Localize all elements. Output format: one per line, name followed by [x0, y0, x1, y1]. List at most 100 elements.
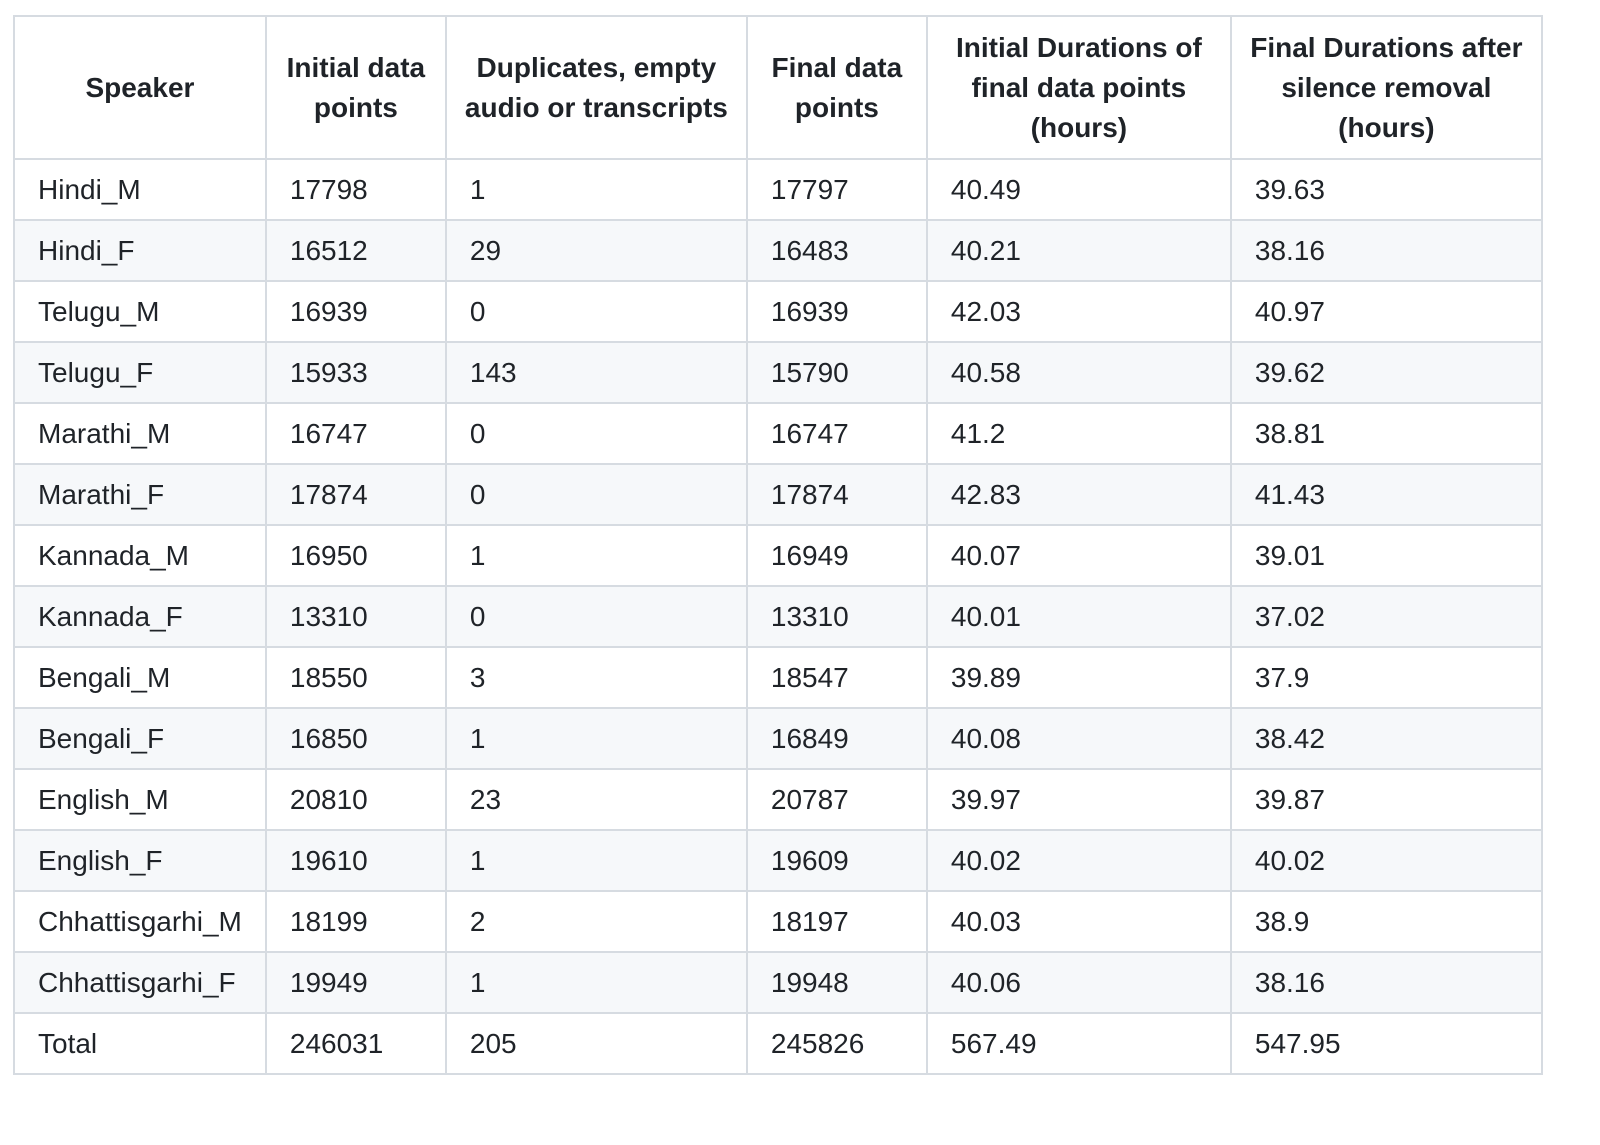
cell-duplicates: 23 — [444, 768, 748, 831]
cell-initial-durations: 40.49 — [925, 158, 1232, 221]
cell-duplicates: 2 — [444, 890, 748, 953]
table-row: Hindi_M 17798 1 17797 40.49 39.63 — [13, 158, 1543, 221]
table-row: Chhattisgarhi_F 19949 1 19948 40.06 38.16 — [13, 951, 1543, 1014]
cell-initial-durations: 40.58 — [925, 341, 1232, 404]
cell-speaker: Marathi_F — [13, 463, 267, 526]
cell-final-durations: 39.63 — [1229, 158, 1543, 221]
cell-initial-data-points: 18199 — [264, 890, 447, 953]
cell-speaker: Kannada_F — [13, 585, 267, 648]
header-final-data-points: Final data points — [745, 15, 928, 160]
cell-final-data-points: 19948 — [745, 951, 928, 1014]
cell-initial-data-points: 18550 — [264, 646, 447, 709]
cell-final-durations: 39.62 — [1229, 341, 1543, 404]
speaker-data-table: Speaker Initial data points Duplicates, … — [13, 15, 1543, 1075]
header-initial-data-points: Initial data points — [264, 15, 447, 160]
cell-speaker: Telugu_F — [13, 341, 267, 404]
cell-initial-durations: 40.02 — [925, 829, 1232, 892]
cell-final-data-points: 16747 — [745, 402, 928, 465]
cell-final-data-points: 15790 — [745, 341, 928, 404]
cell-initial-durations: 40.21 — [925, 219, 1232, 282]
cell-final-durations: 40.02 — [1229, 829, 1543, 892]
cell-initial-durations: 567.49 — [925, 1012, 1232, 1075]
cell-speaker: Marathi_M — [13, 402, 267, 465]
cell-final-durations: 38.9 — [1229, 890, 1543, 953]
table-row: English_F 19610 1 19609 40.02 40.02 — [13, 829, 1543, 892]
cell-initial-durations: 39.89 — [925, 646, 1232, 709]
cell-speaker: English_M — [13, 768, 267, 831]
cell-final-durations: 38.42 — [1229, 707, 1543, 770]
table-header: Speaker Initial data points Duplicates, … — [13, 15, 1543, 160]
cell-final-data-points: 18547 — [745, 646, 928, 709]
cell-final-durations: 39.01 — [1229, 524, 1543, 587]
cell-duplicates: 1 — [444, 158, 748, 221]
table-container: Speaker Initial data points Duplicates, … — [13, 15, 1543, 1075]
cell-speaker: Hindi_M — [13, 158, 267, 221]
cell-final-data-points: 20787 — [745, 768, 928, 831]
table-row: Telugu_F 15933 143 15790 40.58 39.62 — [13, 341, 1543, 404]
cell-final-data-points: 16949 — [745, 524, 928, 587]
cell-final-durations: 41.43 — [1229, 463, 1543, 526]
header-final-durations: Final Durations after silence removal (h… — [1229, 15, 1543, 160]
header-initial-durations: Initial Durations of final data points (… — [925, 15, 1232, 160]
table-row-total: Total 246031 205 245826 567.49 547.95 — [13, 1012, 1543, 1075]
cell-initial-durations: 39.97 — [925, 768, 1232, 831]
cell-final-data-points: 16483 — [745, 219, 928, 282]
cell-final-durations: 40.97 — [1229, 280, 1543, 343]
cell-initial-durations: 40.08 — [925, 707, 1232, 770]
cell-initial-durations: 40.07 — [925, 524, 1232, 587]
cell-final-durations: 39.87 — [1229, 768, 1543, 831]
cell-speaker: English_F — [13, 829, 267, 892]
cell-duplicates: 1 — [444, 829, 748, 892]
cell-duplicates: 1 — [444, 707, 748, 770]
cell-final-data-points: 245826 — [745, 1012, 928, 1075]
cell-final-data-points: 18197 — [745, 890, 928, 953]
cell-final-data-points: 17874 — [745, 463, 928, 526]
cell-duplicates: 0 — [444, 463, 748, 526]
table-body: Hindi_M 17798 1 17797 40.49 39.63 Hindi_F 16512… — [13, 158, 1543, 1075]
cell-duplicates: 0 — [444, 280, 748, 343]
cell-initial-data-points: 19610 — [264, 829, 447, 892]
header-speaker: Speaker — [13, 15, 267, 160]
table-row: Bengali_F 16850 1 16849 40.08 38.42 — [13, 707, 1543, 770]
cell-final-durations: 547.95 — [1229, 1012, 1543, 1075]
cell-duplicates: 0 — [444, 585, 748, 648]
table-row: Marathi_F 17874 0 17874 42.83 41.43 — [13, 463, 1543, 526]
cell-speaker: Kannada_M — [13, 524, 267, 587]
cell-initial-data-points: 16850 — [264, 707, 447, 770]
table-row: Marathi_M 16747 0 16747 41.2 38.81 — [13, 402, 1543, 465]
cell-initial-data-points: 16512 — [264, 219, 447, 282]
cell-speaker: Chhattisgarhi_F — [13, 951, 267, 1014]
table-row: Hindi_F 16512 29 16483 40.21 38.16 — [13, 219, 1543, 282]
table-row: Chhattisgarhi_M 18199 2 18197 40.03 38.9 — [13, 890, 1543, 953]
cell-duplicates: 1 — [444, 951, 748, 1014]
cell-initial-data-points: 246031 — [264, 1012, 447, 1075]
cell-initial-durations: 42.03 — [925, 280, 1232, 343]
cell-duplicates: 0 — [444, 402, 748, 465]
cell-initial-data-points: 19949 — [264, 951, 447, 1014]
cell-initial-data-points: 13310 — [264, 585, 447, 648]
cell-final-data-points: 16849 — [745, 707, 928, 770]
cell-speaker: Bengali_M — [13, 646, 267, 709]
cell-duplicates: 205 — [444, 1012, 748, 1075]
cell-initial-data-points: 17798 — [264, 158, 447, 221]
cell-initial-data-points: 15933 — [264, 341, 447, 404]
cell-speaker: Total — [13, 1012, 267, 1075]
cell-final-durations: 38.16 — [1229, 951, 1543, 1014]
cell-initial-data-points: 16747 — [264, 402, 447, 465]
cell-speaker: Chhattisgarhi_M — [13, 890, 267, 953]
cell-final-durations: 37.9 — [1229, 646, 1543, 709]
table-row: Kannada_M 16950 1 16949 40.07 39.01 — [13, 524, 1543, 587]
cell-final-data-points: 19609 — [745, 829, 928, 892]
cell-initial-durations: 41.2 — [925, 402, 1232, 465]
cell-final-data-points: 17797 — [745, 158, 928, 221]
header-row: Speaker Initial data points Duplicates, … — [13, 15, 1543, 160]
table-row: Telugu_M 16939 0 16939 42.03 40.97 — [13, 280, 1543, 343]
table-row: Kannada_F 13310 0 13310 40.01 37.02 — [13, 585, 1543, 648]
cell-speaker: Telugu_M — [13, 280, 267, 343]
cell-speaker: Bengali_F — [13, 707, 267, 770]
cell-duplicates: 143 — [444, 341, 748, 404]
cell-final-data-points: 16939 — [745, 280, 928, 343]
cell-initial-data-points: 16939 — [264, 280, 447, 343]
cell-initial-data-points: 16950 — [264, 524, 447, 587]
cell-initial-data-points: 20810 — [264, 768, 447, 831]
